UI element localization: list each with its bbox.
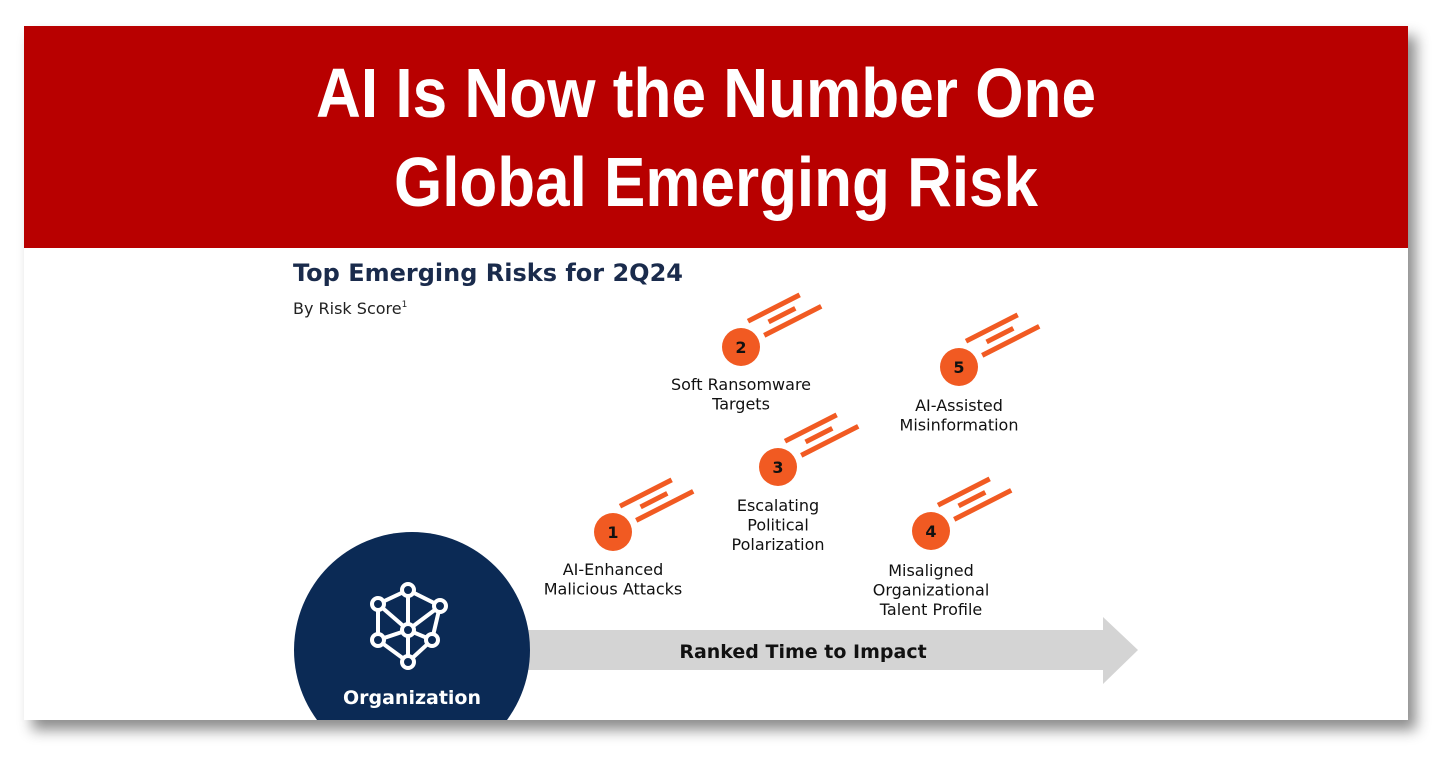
risk-label: AI-Enhanced bbox=[563, 560, 664, 579]
card-content: AI Is Now the Number One Global Emerging… bbox=[24, 26, 1408, 720]
streak bbox=[783, 412, 838, 444]
risk-streaks bbox=[783, 412, 860, 458]
risk-badge bbox=[912, 512, 950, 550]
streak bbox=[964, 312, 1019, 344]
chart-subtitle: By Risk Score1 bbox=[293, 299, 407, 318]
header-band bbox=[24, 26, 1408, 248]
header-title: AI Is Now the Number One bbox=[316, 54, 1096, 132]
risk-badge bbox=[940, 348, 978, 386]
risk-label: Malicious Attacks bbox=[544, 580, 683, 599]
risk-badge bbox=[722, 328, 760, 366]
risk-streaks bbox=[936, 476, 1013, 522]
origin-label: Organization bbox=[343, 687, 481, 709]
risk-label: Talent Profile bbox=[879, 600, 982, 619]
streak bbox=[639, 491, 669, 510]
risk-label: Misinformation bbox=[900, 416, 1019, 435]
streak bbox=[800, 424, 860, 458]
streak bbox=[746, 292, 801, 324]
streak bbox=[635, 489, 695, 523]
risk-label: Targets bbox=[711, 395, 770, 414]
chart-title: Top Emerging Risks for 2Q24 bbox=[293, 259, 683, 287]
risk-badge bbox=[594, 513, 632, 551]
streak bbox=[953, 488, 1013, 522]
streak bbox=[936, 476, 991, 508]
risk-badge bbox=[759, 448, 797, 486]
risk-rank: 4 bbox=[925, 522, 936, 541]
risk-rank: 2 bbox=[735, 338, 746, 357]
time-arrow bbox=[520, 617, 1138, 684]
streak bbox=[618, 477, 673, 509]
risk-streaks bbox=[746, 292, 823, 338]
risk-label: Organizational bbox=[873, 581, 990, 600]
risk-label: Political bbox=[747, 516, 809, 535]
risk-label: Soft Ransomware bbox=[671, 375, 811, 394]
streak bbox=[957, 490, 987, 509]
risk-streaks bbox=[618, 477, 695, 523]
header-title: Global Emerging Risk bbox=[394, 143, 1038, 221]
streak bbox=[767, 306, 797, 325]
subtitle-note: 1 bbox=[402, 300, 408, 310]
risk-rank: 5 bbox=[953, 358, 964, 377]
risk-label: AI-Assisted bbox=[915, 396, 1003, 415]
streak bbox=[981, 324, 1041, 358]
risk-rank: 3 bbox=[772, 458, 783, 477]
streak bbox=[763, 304, 823, 338]
risk-rank: 1 bbox=[607, 523, 618, 542]
network-icon bbox=[370, 582, 448, 670]
subtitle-text: By Risk Score bbox=[293, 299, 402, 318]
risk-label: Escalating bbox=[737, 496, 819, 515]
risk-label: Misaligned bbox=[888, 561, 974, 580]
organization-circle bbox=[294, 532, 530, 720]
risk-label: Polarization bbox=[732, 535, 825, 554]
streak bbox=[985, 326, 1015, 345]
arrow-label: Ranked Time to Impact bbox=[679, 641, 926, 663]
streak bbox=[804, 426, 834, 445]
risk-streaks bbox=[964, 312, 1041, 358]
